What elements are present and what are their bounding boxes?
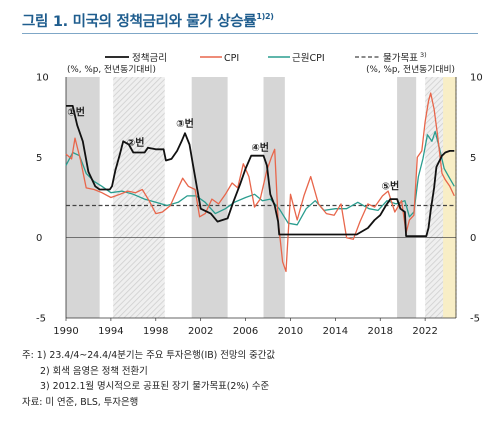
x-tick-label: 2010 [278, 326, 303, 337]
chart-title-text: 그림 1. 미국의 정책금리와 물가 상승률 [22, 14, 257, 30]
y-tick-right: 5 [470, 153, 476, 164]
y-tick-right: -5 [470, 314, 480, 325]
legend-cpi-label: CPI [224, 53, 239, 64]
series-lines [65, 92, 456, 273]
footnotes: 주: 1) 23.4/4~24.4/4분기는 주요 투자은행(IB) 전망의 중… [22, 348, 275, 410]
series-cpi-line [65, 92, 455, 273]
x-tick-label: 1998 [143, 326, 168, 337]
footnote-3: 3) 2012.1월 명시적으로 공표된 장기 물가목표(2%) 수준 [40, 381, 270, 392]
title-divider [22, 33, 478, 34]
shaded-period [191, 77, 228, 318]
period-marker-label: ⑤번 [382, 179, 400, 192]
tick-labels: 10 5 0 -5 10 5 0 -5 1990 1994 1998 2002 2006 2010 2014… [36, 73, 483, 338]
legend-core-label: 근원CPI [292, 53, 325, 64]
series-core-line [65, 130, 455, 226]
x-tick-label: 1990 [53, 326, 78, 337]
legend-target-text: 물가목표 [383, 53, 418, 64]
right-axis-label: (%, %p, 전년동기대비) [366, 64, 455, 75]
footnote-1: 주: 1) 23.4/4~24.4/4분기는 주요 투자은행(IB) 전망의 중… [22, 350, 276, 361]
legend-policy-label: 정책금리 [132, 53, 167, 64]
y-tick-right: 0 [470, 233, 476, 244]
period-marker-label: ③번 [176, 117, 194, 130]
chart-title: 그림 1. 미국의 정책금리와 물가 상승률1)2) [22, 10, 274, 31]
shaded-period [397, 77, 417, 318]
x-tick-label: 2022 [412, 326, 437, 337]
y-tick-right: 10 [470, 73, 483, 84]
period-marker-label: ②번 [127, 136, 145, 149]
x-tick-label: 2014 [323, 326, 348, 337]
hatched-period [113, 77, 165, 318]
axes [65, 77, 457, 319]
source-note: 자료: 미 연준, BLS, 투자은행 [22, 396, 139, 408]
x-tick-label: 2018 [368, 326, 393, 337]
y-tick-left: 5 [36, 153, 42, 164]
forecast-band [439, 77, 456, 318]
series-policy-line [66, 105, 455, 237]
shaded-period [263, 77, 285, 318]
shaded-period [66, 77, 100, 318]
y-tick-left: -5 [36, 314, 46, 325]
x-tick-label: 2002 [188, 326, 213, 337]
shaded-periods [66, 77, 457, 318]
y-tick-left: 0 [36, 233, 42, 244]
left-axis-label: (%, %p, 전년동기대비) [67, 64, 156, 75]
x-tick-label: 1994 [98, 326, 123, 337]
y-tick-left: 10 [36, 73, 49, 84]
period-marker-label: ①번 [67, 106, 85, 119]
legend-target-label: 물가목표 3) [383, 51, 427, 64]
period-marker-label: ④번 [251, 141, 269, 154]
chart-area: ①번 ②번 ③번 ④번 ⑤번 10 5 0 -5 10 5 0 -5 1990 1994 1998 2002 2… [36, 51, 483, 338]
period-markers: ①번 ②번 ③번 ④번 ⑤번 [67, 106, 399, 193]
legend-target-footnote: 3) [420, 51, 427, 59]
chart-title-footnote: 1)2) [256, 12, 274, 21]
x-tick-label: 2006 [233, 326, 258, 337]
footnote-2: 2) 회색 음영은 정책 전환기 [40, 365, 148, 377]
legend: 정책금리 CPI 근원CPI 물가목표 3) [105, 51, 427, 64]
